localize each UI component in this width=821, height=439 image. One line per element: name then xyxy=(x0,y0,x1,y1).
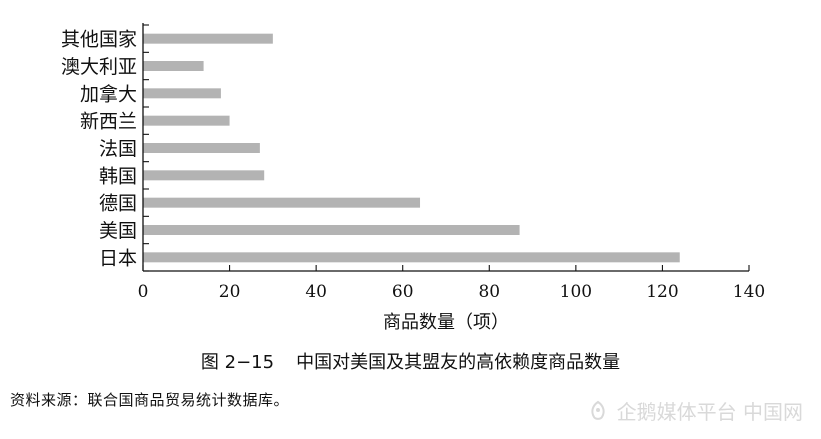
x-axis-tick-labels: 0 20 40 60 80 100 120 140 xyxy=(138,282,766,302)
category-label: 美国 xyxy=(99,220,137,242)
x-tick-label: 100 xyxy=(560,282,592,302)
watermark: 企鹅媒体平台 中国网 xyxy=(587,396,803,425)
category-label: 澳大利亚 xyxy=(61,56,137,78)
figure-number: 图 2−15 xyxy=(200,352,275,373)
category-label: 加拿大 xyxy=(80,82,137,105)
x-tick-label: 60 xyxy=(392,282,414,302)
category-label: 其他国家 xyxy=(61,29,137,51)
figure-title: 中国对美国及其盟友的高依赖度商品数量 xyxy=(296,352,621,373)
bar-3 xyxy=(143,88,221,99)
x-tick-label: 20 xyxy=(219,282,241,302)
bars-group xyxy=(143,33,680,263)
watermark-text: 企鹅媒体平台 中国网 xyxy=(616,400,803,424)
data-source-note: 资料来源：联合国商品贸易统计数据库。 xyxy=(10,391,290,409)
bar-6 xyxy=(143,170,265,181)
bar-7 xyxy=(143,197,421,208)
category-label: 韩国 xyxy=(99,165,137,187)
x-tick-label: 40 xyxy=(305,282,327,302)
category-label: 日本 xyxy=(99,247,137,269)
bar-9 xyxy=(143,252,680,263)
bar-5 xyxy=(143,143,260,153)
category-label: 新西兰 xyxy=(80,111,137,133)
bar-1 xyxy=(143,33,273,44)
x-tick-label: 140 xyxy=(733,282,765,302)
bar-2 xyxy=(143,61,204,71)
x-tick-label: 0 xyxy=(138,282,149,302)
category-label: 德国 xyxy=(99,193,137,215)
figure-caption: 图 2−15 中国对美国及其盟友的高依赖度商品数量 xyxy=(0,348,821,374)
x-tick-label: 80 xyxy=(478,282,500,302)
x-axis-ticks xyxy=(142,265,750,271)
x-axis-label: 商品数量（项） xyxy=(383,312,509,333)
bar-8 xyxy=(143,225,520,235)
bar-4 xyxy=(143,115,230,126)
category-label: 法国 xyxy=(99,138,137,160)
penguin-media-icon xyxy=(591,400,605,420)
x-tick-label: 120 xyxy=(646,282,678,302)
